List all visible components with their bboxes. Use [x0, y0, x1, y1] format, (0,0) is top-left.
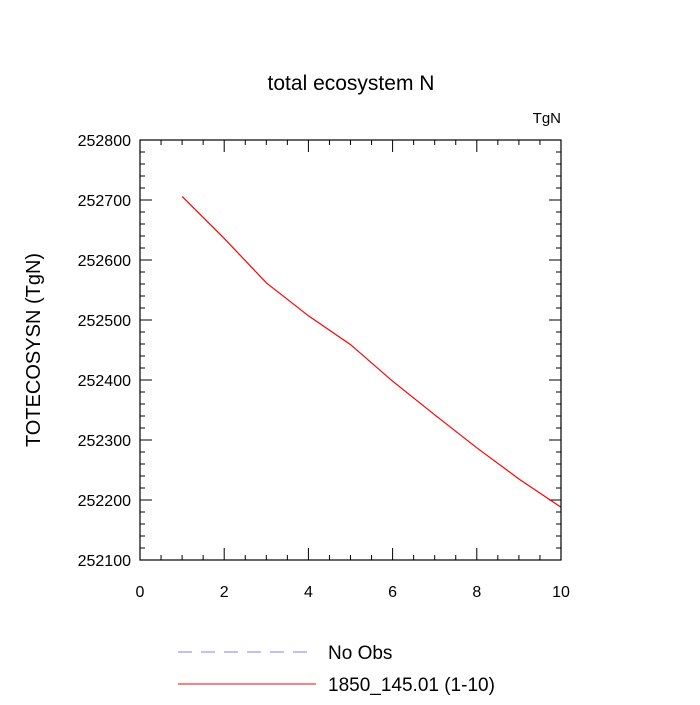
series-lines [181, 195, 562, 508]
x-tick-label: 6 [388, 584, 397, 601]
x-tick-label: 8 [472, 584, 481, 601]
legend-label: 1850_145.01 (1-10) [328, 675, 495, 696]
axis-ticks [139, 139, 562, 561]
y-tick-label: 252700 [78, 193, 131, 210]
x-tick-label: 10 [552, 584, 570, 601]
plot-frame [139, 139, 562, 561]
x-tick-label: 4 [304, 584, 313, 601]
y-tick-label: 252600 [78, 253, 131, 270]
series-line [181, 195, 562, 508]
chart-title: total ecosystem N [268, 72, 435, 95]
y-tick-label: 252100 [78, 553, 131, 570]
tick-labels: 0 2 4 6 8 10 252100 252200 252300 252400 252500 252… [78, 133, 570, 601]
y-tick-label: 252300 [78, 433, 131, 450]
legend: No Obs 1850_145.01 (1-10) [178, 643, 495, 696]
x-tick-label: 0 [136, 584, 145, 601]
units-label: TgN [533, 110, 561, 127]
y-tick-label: 252800 [78, 133, 131, 150]
legend-label: No Obs [328, 643, 392, 664]
y-tick-label: 252500 [78, 313, 131, 330]
x-tick-label: 2 [220, 584, 229, 601]
y-tick-label: 252200 [78, 493, 131, 510]
y-tick-label: 252400 [78, 373, 131, 390]
y-axis-label: TOTECOSYSN (TgN) [23, 253, 45, 447]
